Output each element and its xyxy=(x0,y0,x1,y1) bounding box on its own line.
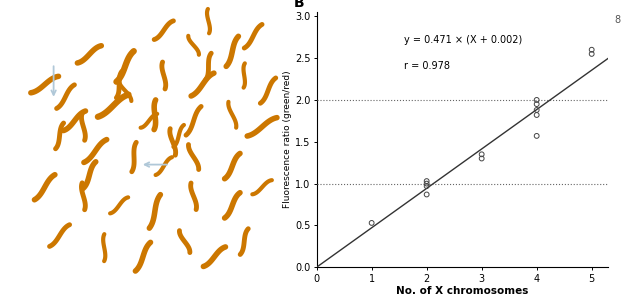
Point xyxy=(477,152,487,157)
Point xyxy=(421,181,431,186)
Text: y = 0.471 × (X + 0.002): y = 0.471 × (X + 0.002) xyxy=(404,35,522,45)
Text: B: B xyxy=(293,0,304,10)
Y-axis label: Fluorescence ratio (green/red): Fluorescence ratio (green/red) xyxy=(283,71,292,208)
Point xyxy=(367,220,377,225)
Point xyxy=(532,133,542,138)
Text: r = 0.978: r = 0.978 xyxy=(404,61,450,71)
Point xyxy=(532,102,542,107)
Point xyxy=(477,156,487,161)
Point xyxy=(532,113,542,117)
Point xyxy=(532,108,542,112)
Point xyxy=(532,98,542,102)
Point xyxy=(421,192,431,197)
X-axis label: No. of X chromosomes: No. of X chromosomes xyxy=(396,286,529,296)
Text: 8: 8 xyxy=(614,14,620,25)
Text: A: A xyxy=(9,8,19,21)
Point xyxy=(421,179,431,184)
Point xyxy=(587,47,597,52)
Point xyxy=(421,184,431,188)
Point xyxy=(587,52,597,56)
